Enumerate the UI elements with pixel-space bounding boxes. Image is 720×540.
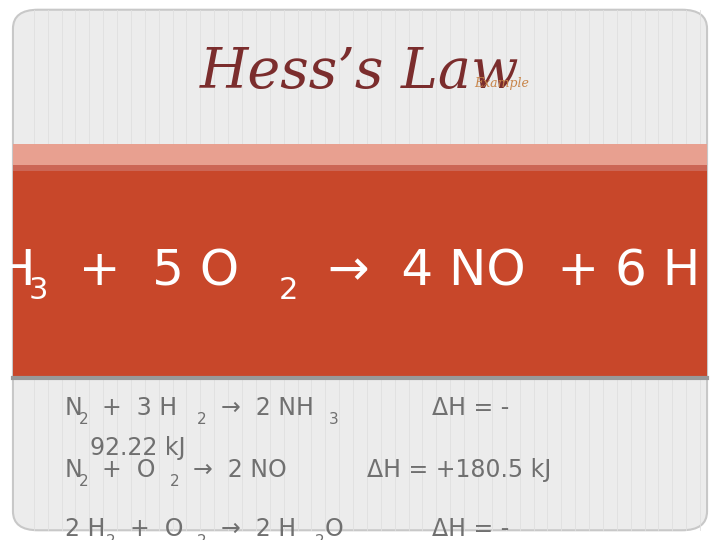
FancyBboxPatch shape (13, 10, 707, 530)
Text: →  2 H: → 2 H (206, 517, 296, 540)
Text: N: N (65, 458, 83, 482)
Text: 2: 2 (197, 412, 207, 427)
Text: 2: 2 (197, 534, 207, 540)
Text: 4 NH: 4 NH (0, 247, 35, 295)
Bar (13, 144, 707, 165)
Bar (13, 165, 707, 171)
Text: O: O (324, 517, 343, 540)
Text: ΔH = -: ΔH = - (432, 396, 509, 420)
Text: 2 H: 2 H (65, 517, 105, 540)
Text: 2: 2 (78, 474, 88, 489)
Text: 2: 2 (169, 474, 179, 489)
Text: ΔH = +180.5 kJ: ΔH = +180.5 kJ (367, 458, 552, 482)
Text: Hess’s Law: Hess’s Law (200, 45, 520, 100)
Text: 3: 3 (329, 412, 339, 427)
Text: +  3 H: + 3 H (87, 396, 178, 420)
Text: 3: 3 (29, 276, 48, 305)
Text: N: N (65, 396, 83, 420)
Text: ΔH = -: ΔH = - (432, 517, 509, 540)
Text: +  O: + O (87, 458, 156, 482)
Text: →  2 NO: → 2 NO (179, 458, 287, 482)
Text: 2: 2 (315, 534, 325, 540)
Text: 2: 2 (106, 534, 115, 540)
Text: 92.22 kJ: 92.22 kJ (90, 436, 186, 460)
Text: →  4 NO  + 6 H: → 4 NO + 6 H (297, 247, 701, 295)
Text: 2: 2 (78, 412, 88, 427)
Text: +  5 O: + 5 O (47, 247, 239, 295)
Text: →  2 NH: → 2 NH (206, 396, 314, 420)
Bar (13, 165, 707, 378)
Text: Example: Example (474, 77, 528, 90)
Text: 2: 2 (279, 276, 298, 305)
Text: +  O: + O (114, 517, 184, 540)
